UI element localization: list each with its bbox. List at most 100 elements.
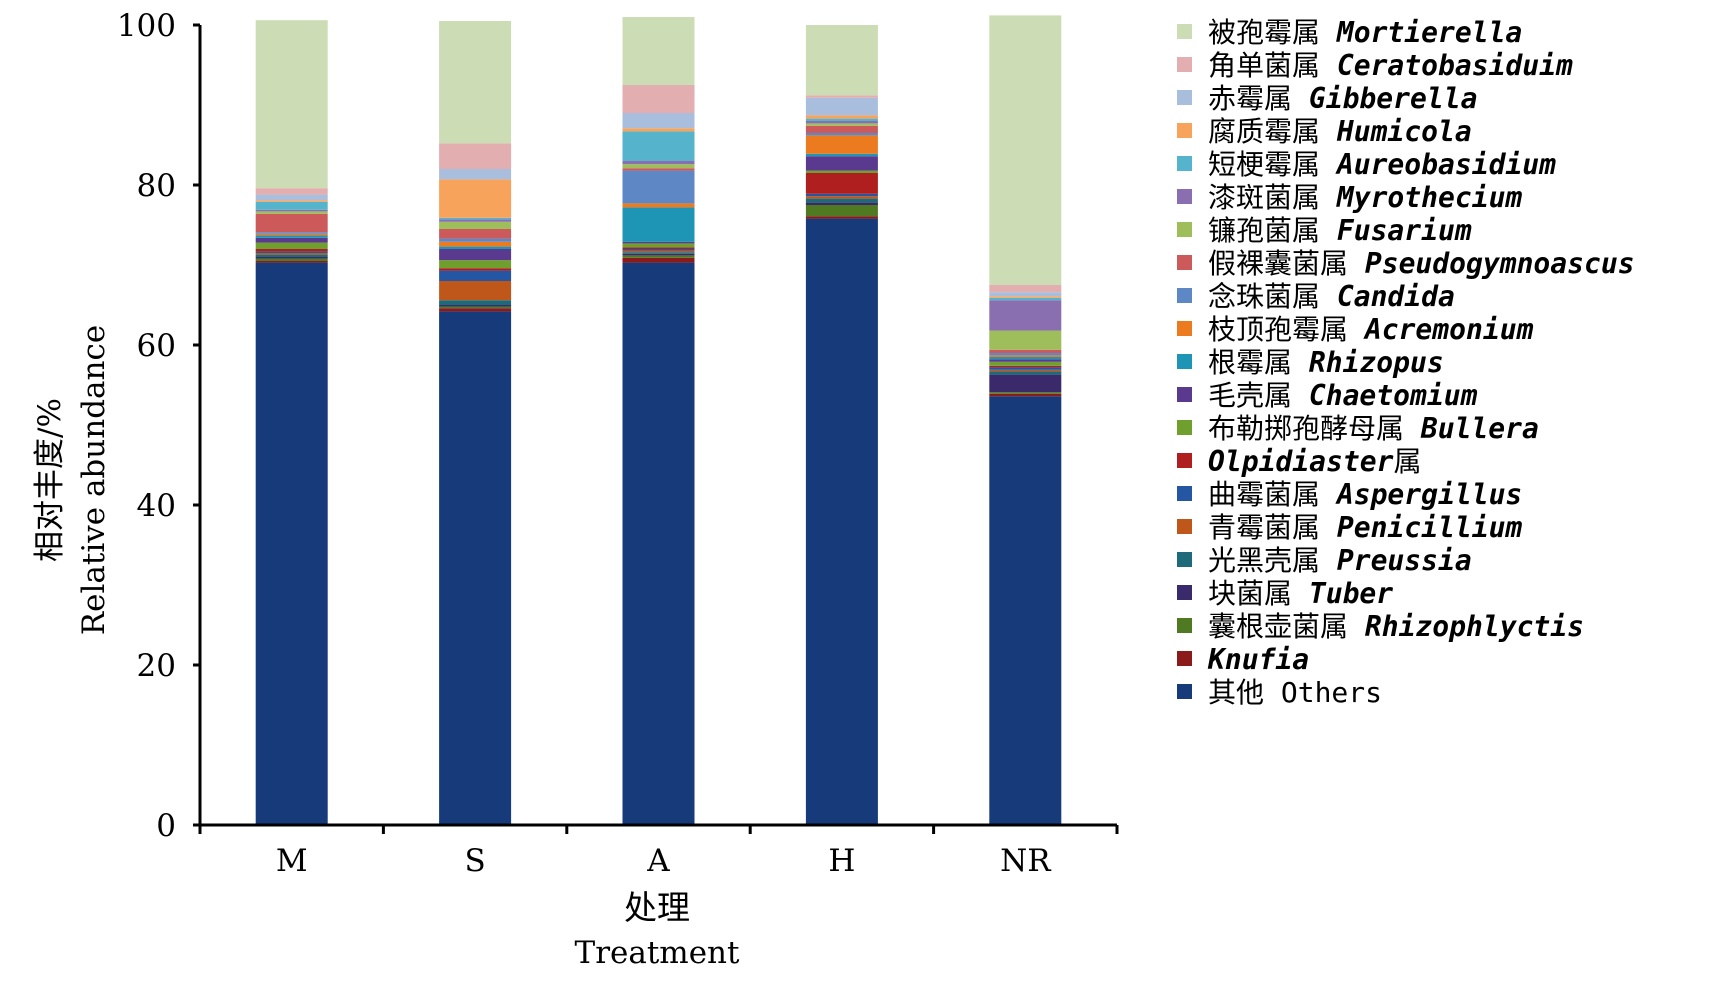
bar-segment-s-acremonium <box>439 241 512 247</box>
bar-segment-a-candida <box>622 170 695 204</box>
bar-segment-m-fusarium <box>255 211 328 214</box>
legend-label-aureobasidium: 短梗霉属 Aureobasidium <box>1208 148 1556 181</box>
bar-segment-s-aureobasidium <box>439 217 512 220</box>
bar-segment-m-rhizophlyctis <box>255 258 328 261</box>
bar-segment-nr-humicola <box>989 296 1062 298</box>
bar-segment-nr-myrothecium <box>989 300 1062 331</box>
bar-segment-s-others <box>439 311 512 825</box>
x-tick-label-a: A <box>646 843 670 879</box>
x-tick-label-h: H <box>828 843 855 879</box>
bar-segment-m-knufia <box>255 261 328 263</box>
bar-segment-nr-aureobasidium <box>989 297 1062 301</box>
bar-segment-h-rhizopus <box>805 153 878 157</box>
bar-segment-h-acremonium <box>805 135 878 154</box>
bar-segment-a-aureobasidium <box>622 131 695 161</box>
legend-swatch-bullera <box>1177 420 1192 435</box>
bar-segment-a-ceratobasiduim <box>622 85 695 113</box>
legend-swatch-chaetomium <box>1177 387 1192 402</box>
bar-segment-m-acremonium <box>255 233 328 236</box>
legend-label-knufia: Knufia <box>1207 643 1309 676</box>
legend-label-rhizopus: 根霉属 Rhizopus <box>1208 346 1444 379</box>
bar-segment-h-myrothecium <box>805 121 878 124</box>
bar-segment-h-knufia <box>805 216 878 219</box>
bar-segment-s-humicola <box>439 179 512 218</box>
y-axis-label-en: Relative abundance <box>76 325 112 635</box>
bar-segment-m-mortierella <box>255 20 328 189</box>
legend-swatch-acremonium <box>1177 321 1192 336</box>
bar-segment-a-bullera <box>622 243 695 248</box>
bar-segment-s-preussia <box>439 300 512 305</box>
bar-segment-s-penicillium <box>439 281 512 301</box>
bar-segment-a-chaetomium <box>622 241 695 244</box>
bar-segment-h-tuber <box>805 202 878 205</box>
bar-segment-a-humicola <box>622 128 695 132</box>
bar-segment-a-rhizopus <box>622 207 695 242</box>
y-tick-label: 100 <box>117 8 176 44</box>
legend-swatch-penicillium <box>1177 519 1192 534</box>
x-axis-label-en: Treatment <box>575 935 740 971</box>
bar-segment-s-mortierella <box>439 21 512 144</box>
legend-swatch-rhizophlyctis <box>1177 618 1192 633</box>
legend-swatch-mortierella <box>1177 24 1192 39</box>
legend-label-tuber: 块菌属 Tuber <box>1208 577 1393 610</box>
bar-segment-m-aspergillus <box>255 251 328 253</box>
bar-segment-nr-ceratobasiduim <box>989 285 1062 293</box>
bar-segment-m-myrothecium <box>255 209 328 212</box>
bar-segment-a-acremonium <box>622 203 695 208</box>
bar-segment-h-chaetomium <box>805 156 878 171</box>
bar-segment-nr-aspergillus <box>989 367 1062 370</box>
bar-segment-s-tuber <box>439 305 512 307</box>
legend-swatch-aspergillus <box>1177 486 1192 501</box>
legend-label-others: 其他 Others <box>1208 676 1382 709</box>
bar-segment-s-myrothecium <box>439 219 512 222</box>
bar-segment-nr-chaetomium <box>989 359 1062 362</box>
bar-segment-m-tuber <box>255 257 328 259</box>
legend-label-chaetomium: 毛壳属 Chaetomium <box>1208 379 1478 412</box>
bar-segment-h-fusarium <box>805 123 878 126</box>
x-tick-label-m: M <box>276 843 308 879</box>
legend-label-mortierella: 被孢霉属 Mortierella <box>1208 16 1522 49</box>
x-tick-label-nr: NR <box>1000 843 1052 879</box>
bar-segment-s-gibberella <box>439 169 512 180</box>
legend-label-penicillium: 青霉菌属 Penicillium <box>1208 511 1522 544</box>
bar-segment-nr-tuber <box>989 374 1062 393</box>
bar-segment-s-ceratobasiduim <box>439 143 512 169</box>
bar-segment-h-aureobasidium <box>805 118 878 121</box>
bar-segment-a-penicillium <box>622 250 695 253</box>
axes <box>198 25 1117 827</box>
bar-segment-m-gibberella <box>255 194 328 201</box>
bar-segment-s-olpidiaster <box>439 268 512 271</box>
bar-segment-nr-preussia <box>989 371 1062 375</box>
legend-label-gibberella: 赤霉属 Gibberella <box>1208 82 1477 115</box>
y-axis-label-cn: 相对丰度/% <box>32 398 68 562</box>
bar-segment-h-pseudogymnoascus <box>805 125 878 133</box>
bar-segment-nr-mortierella <box>989 15 1062 286</box>
y-ticks: 0 20 40 60 80 100 <box>117 8 200 844</box>
bar-segment-nr-penicillium <box>989 369 1062 372</box>
x-axis-label-cn: 处理 <box>624 888 690 927</box>
legend-label-bullera: 布勒掷孢酵母属 Bullera <box>1208 412 1539 445</box>
bar-area <box>255 15 1062 826</box>
bar-segment-m-pseudogymnoascus <box>255 213 328 233</box>
bar-segment-m-humicola <box>255 200 328 202</box>
bar-segment-m-others <box>255 262 328 826</box>
bar-segment-a-fusarium <box>622 164 695 169</box>
legend-swatch-aureobasidium <box>1177 156 1192 171</box>
bar-segment-m-candida <box>255 232 328 234</box>
x-ticks: M S A H NR <box>198 825 1119 879</box>
bar-segment-m-preussia <box>255 254 328 257</box>
legend-swatch-olpidiaster <box>1177 453 1192 468</box>
legend-swatch-gibberella <box>1177 90 1192 105</box>
bar-segment-h-rhizophlyctis <box>805 205 878 217</box>
bar-segment-a-others <box>622 262 695 826</box>
bar-segment-a-knufia <box>622 257 695 263</box>
bar-segment-nr-fusarium <box>989 330 1062 350</box>
bar-segment-nr-rhizopus <box>989 357 1062 360</box>
bar-segment-h-candida <box>805 133 878 136</box>
legend-label-candida: 念珠菌属 Candida <box>1208 280 1455 313</box>
bar-segment-a-gibberella <box>622 113 695 129</box>
y-tick-label: 0 <box>156 808 176 844</box>
legend-label-ceratobasiduim: 角单菌属 Ceratobasiduim <box>1208 49 1573 82</box>
bar-segment-s-rhizophlyctis <box>439 306 512 309</box>
bar-segment-nr-bullera <box>989 361 1062 366</box>
